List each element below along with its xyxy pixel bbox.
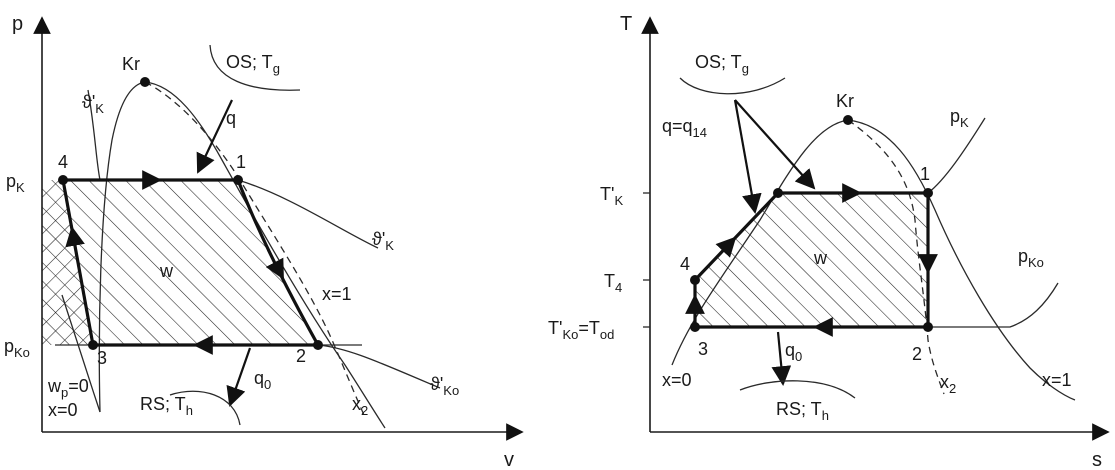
isotherm-theta-ko	[55, 344, 441, 389]
ts-label-rs: RS; Th	[776, 399, 829, 423]
point-4	[58, 175, 68, 185]
cycle-3-4	[61, 179, 95, 346]
label-x1: x=1	[322, 284, 352, 304]
ts-label-x1: x=1	[1042, 370, 1072, 390]
ts-heat-in-arrow-1	[733, 99, 762, 214]
x0-line	[61, 294, 101, 413]
pv-diagram: p v Kr OS; Tg q ϑ'K ϑ'K ϑ'Ko pK pKo 4 1 …	[4, 13, 524, 470]
axis-label-p: p	[12, 13, 23, 35]
ts-label-tko: T'Ko=Tod	[548, 318, 614, 342]
label-os: OS; Tg	[226, 52, 280, 76]
point-2	[313, 340, 323, 350]
ts-label-kr: Kr	[836, 91, 854, 111]
hot-source-arc	[209, 44, 301, 91]
ts-label-pt-4: 4	[680, 254, 690, 274]
ts-label-tk: T'K	[600, 184, 623, 208]
label-theta-k-right: ϑ'K	[372, 229, 394, 253]
saturated-vapor-line	[144, 81, 386, 429]
cold-sink-arc	[169, 390, 241, 426]
label-wp: wp=0	[47, 376, 89, 400]
label-p-k: pK	[6, 171, 25, 195]
ts-point-1	[923, 188, 933, 198]
point-1	[233, 175, 243, 185]
label-pt-1: 1	[236, 152, 246, 172]
ts-label-pt-3: 3	[698, 339, 708, 359]
ts-point-3	[690, 322, 700, 332]
expansion-dashed-line	[144, 81, 365, 416]
ts-label-x0: x=0	[662, 370, 692, 390]
ts-label-pt-1: 1	[920, 164, 930, 184]
ts-point-4	[690, 275, 700, 285]
ts-critical-point	[843, 115, 853, 125]
ts-work-area-hatch	[695, 193, 928, 327]
label-q: q	[226, 108, 236, 128]
label-theta-ko: ϑ'Ko	[430, 374, 459, 398]
isobar-pk	[927, 117, 986, 194]
label-p-ko: pKo	[4, 336, 30, 360]
label-pt-4: 4	[58, 152, 68, 172]
ts-label-pt-2: 2	[912, 344, 922, 364]
axis-label-s: s	[1092, 449, 1102, 470]
isobar-pko	[695, 282, 1059, 328]
point-3	[88, 340, 98, 350]
label-q0: q0	[254, 368, 271, 392]
ts-label-pk: pK	[950, 106, 969, 130]
axis-label-v: v	[504, 449, 514, 470]
label-pt-2: 2	[296, 346, 306, 366]
ts-cold-sink-arc	[739, 380, 856, 399]
label-pt-3: 3	[97, 348, 107, 368]
axis-label-t: T	[620, 13, 632, 35]
ts-saturated-vapor-line	[847, 119, 1076, 401]
ts-point-mid	[773, 188, 783, 198]
ts-label-x2: x2	[940, 372, 956, 396]
heat-out-arrow	[226, 347, 252, 407]
ts-label-w: w	[813, 248, 828, 268]
ts-diagram: T s Kr OS; Tg q=q14 pK pKo T'K T4 T'Ko=T…	[548, 13, 1110, 470]
ts-point-2	[923, 322, 933, 332]
ts-heat-out-arrow	[771, 331, 792, 386]
label-rs: RS; Th	[140, 394, 193, 418]
ts-heat-in-arrow-2	[734, 99, 816, 190]
ts-label-os: OS; Tg	[695, 52, 749, 76]
ts-label-t4: T4	[604, 271, 622, 295]
label-x0: x=0	[48, 400, 78, 420]
ts-hot-source-arc	[679, 77, 786, 95]
label-theta-k-left: ϑ'K	[82, 92, 104, 116]
label-x2: x2	[352, 394, 368, 418]
critical-point	[140, 77, 150, 87]
ts-label-q: q=q14	[662, 116, 707, 140]
label-w: w	[159, 261, 174, 281]
label-kr: Kr	[122, 54, 140, 74]
heat-in-arrow	[196, 99, 233, 174]
ts-label-q0: q0	[785, 340, 802, 364]
ts-label-pko: pKo	[1018, 246, 1044, 270]
